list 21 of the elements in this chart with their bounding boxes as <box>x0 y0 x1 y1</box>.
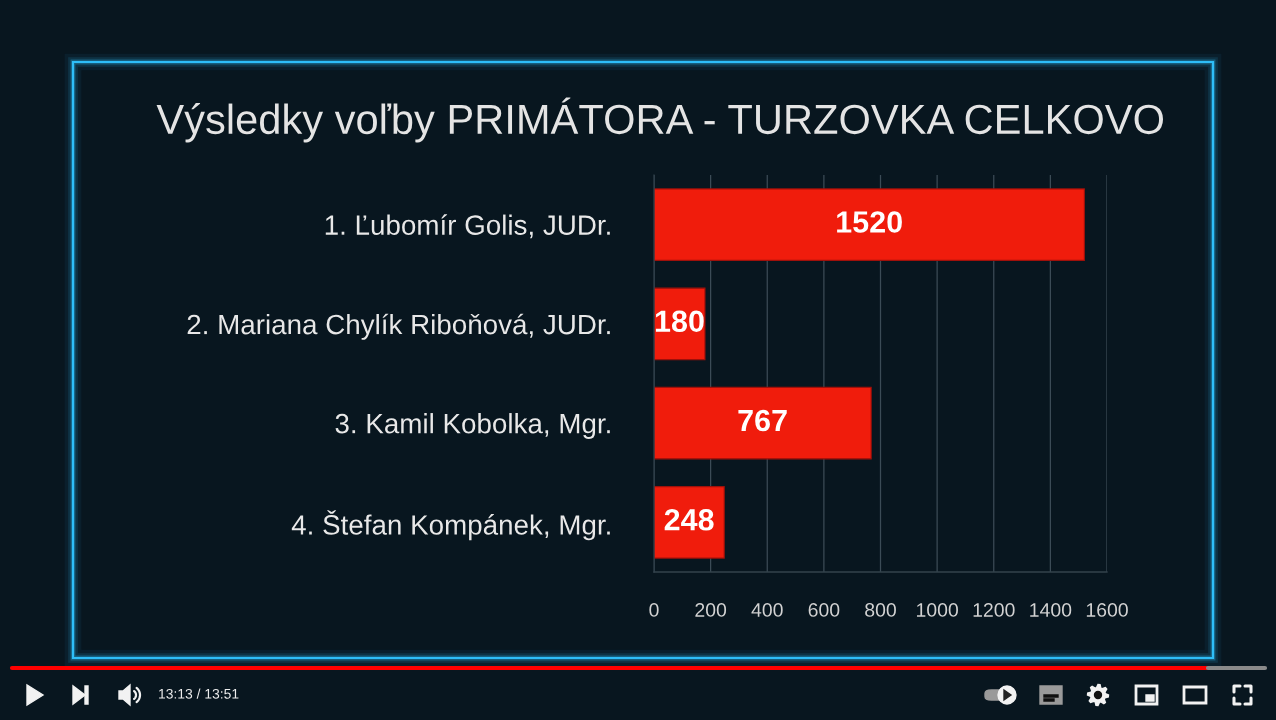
y-tick-label: 1. Ľubomír Golis, JUDr. <box>325 214 610 239</box>
x-tick-label: 200 <box>695 603 727 617</box>
data-label: 1520 <box>837 211 902 233</box>
y-tick-label: 2. Mariana Chylík Riboňová, JUDr. <box>187 313 610 340</box>
x-tick-label: 1200 <box>973 603 1015 617</box>
bar <box>654 188 1085 261</box>
data-label: 248 <box>664 508 714 531</box>
y-tick-label: 4. Štefan Kompánek, Mgr. <box>291 510 610 541</box>
x-tick-label: 0 <box>649 603 659 617</box>
data-label: 767 <box>738 409 787 432</box>
text: 13:13 / 13:51 <box>159 688 239 699</box>
x-tick-label: 400 <box>751 603 783 617</box>
bar <box>654 386 872 460</box>
y-tick-label: 3. Kamil Kobolka, Mgr. <box>335 413 610 439</box>
x-tick-label: 1000 <box>916 603 958 617</box>
x-tick-label: 1600 <box>1086 603 1128 617</box>
x-tick-label: 800 <box>865 603 896 617</box>
x-tick-label: 1400 <box>1030 603 1072 617</box>
data-label: 180 <box>655 310 704 333</box>
x-tick-label: 600 <box>808 603 840 617</box>
chart-title: Výsledky voľby PRIMÁTORA - TURZOVKA CELKOVO <box>156 97 1164 143</box>
